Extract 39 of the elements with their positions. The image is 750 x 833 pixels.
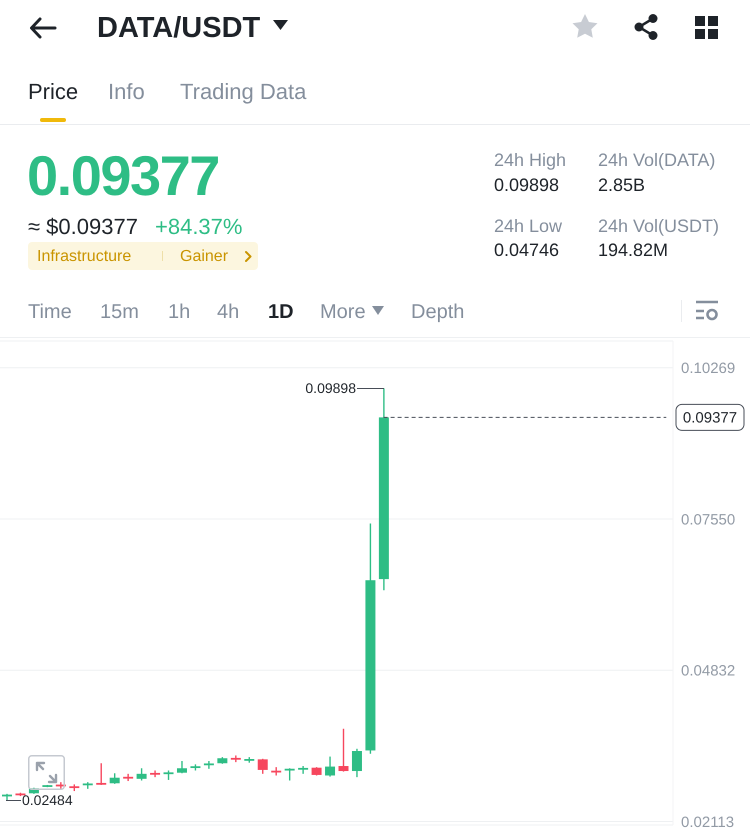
y-tick-label: 0.07550 [681,511,736,528]
y-tick-label: 0.10269 [681,360,736,378]
text: 1h [168,301,190,323]
text: 24h Low [494,216,562,236]
text: Time [28,301,72,323]
text: 0.09898 [494,175,560,195]
candlestick [136,768,147,782]
text: 24h Vol(USDT) [598,216,720,236]
text: 194.82M [598,240,668,260]
candlestick [284,768,295,782]
text: Infrastructure [37,248,132,264]
ref-line-label: 0.09377 [682,408,738,426]
text: 15m [100,301,139,323]
candlestick [338,728,348,772]
y-tick-label: 0.04832 [681,662,736,680]
text: 1D [268,301,294,323]
text: Price [28,79,78,104]
candlestick [176,760,187,774]
text: 24h Vol(DATA) [598,150,716,170]
y-tick-label: 0.02113 [681,814,734,831]
chart-title: DATA/USDT [97,12,260,44]
candlestick [258,758,268,775]
text: ≈ $0.09377 [28,214,138,239]
text: 4h [217,301,240,323]
text: 0.04746 [494,240,560,260]
candlestick [325,756,336,778]
text: +84.37% [155,214,242,239]
text: More [320,301,366,323]
text: Info [108,79,145,104]
text: 0.09377 [27,144,219,206]
annotation: 0.02484 [22,792,73,808]
candlestick [110,772,120,785]
candlestick [352,748,362,778]
annotation: 0.09898 [305,380,356,396]
text: 2.85B [598,175,646,195]
text: Depth [411,301,464,323]
text: Trading Data [180,79,306,104]
text: Gainer [180,248,228,264]
text: 24h High [494,150,566,170]
